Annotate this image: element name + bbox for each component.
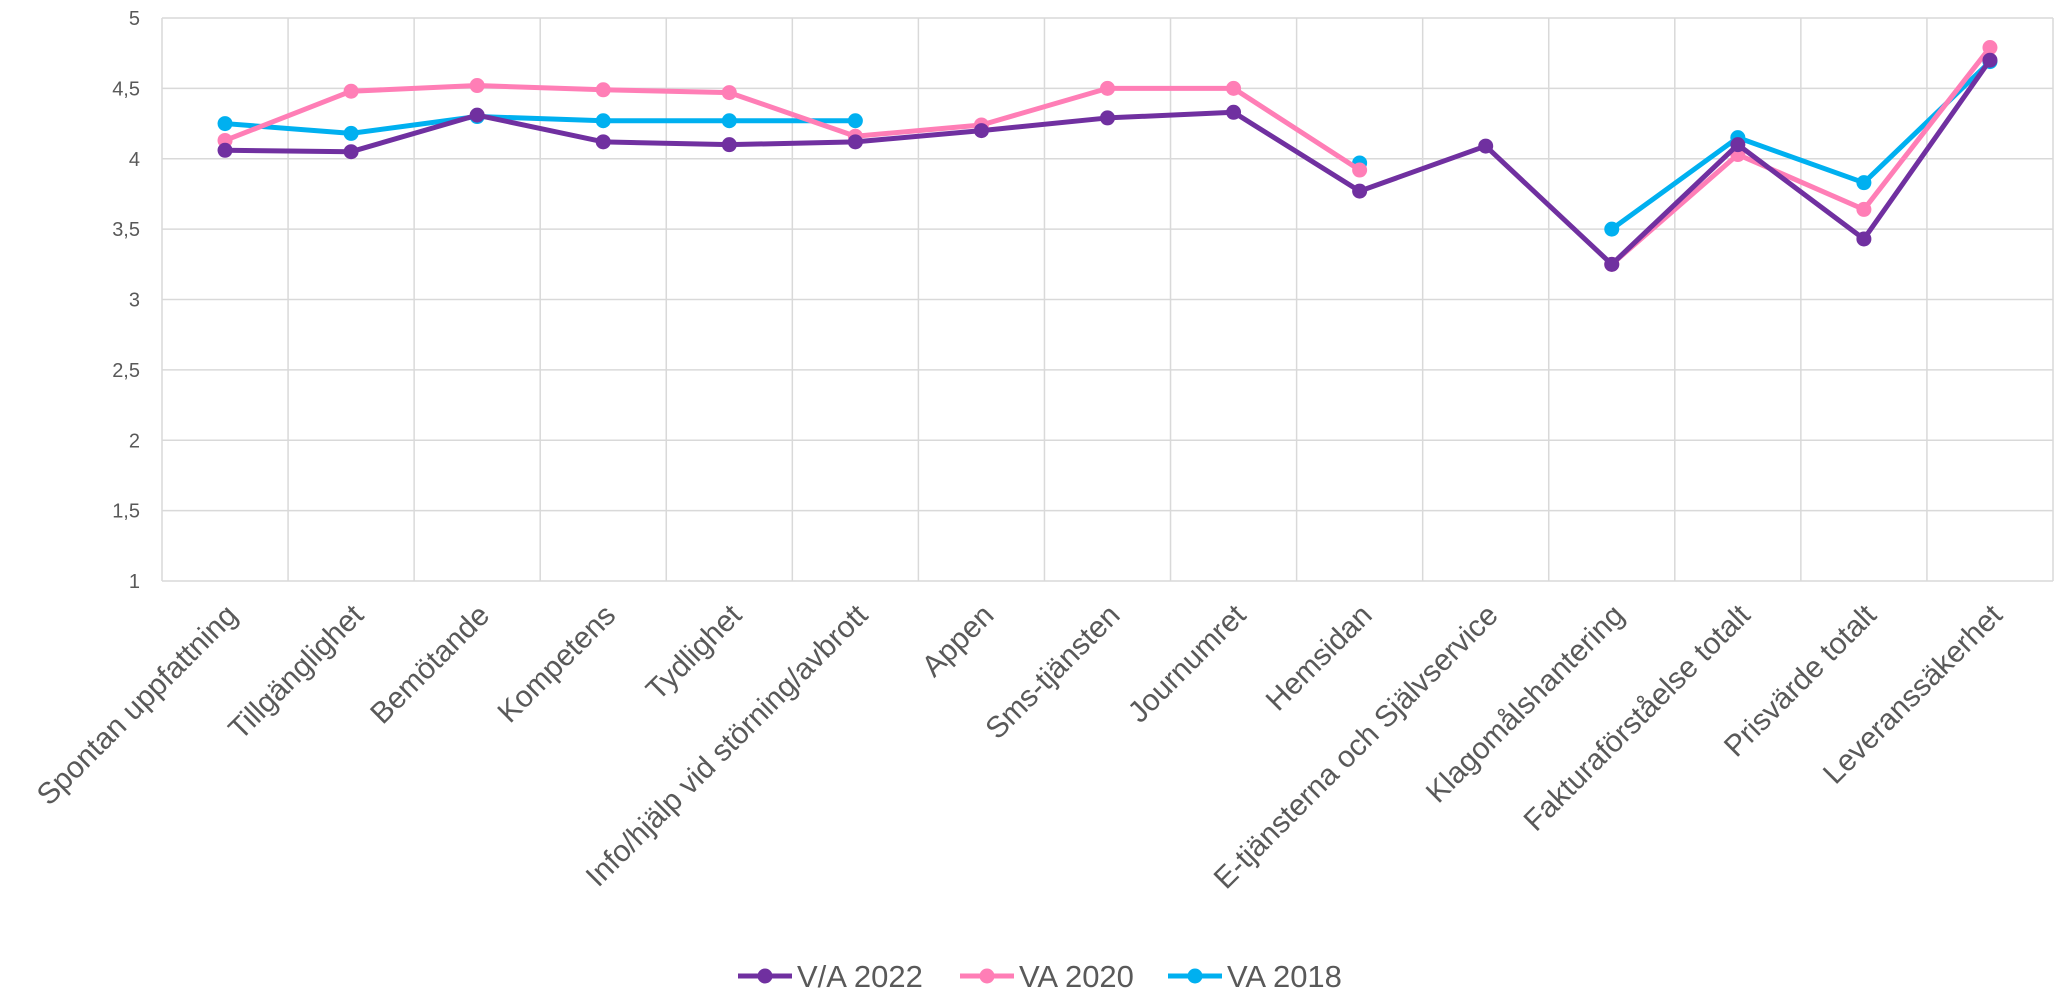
data-point <box>343 125 359 141</box>
x-tick-label: Journumret <box>1122 598 1253 729</box>
y-tick-label: 4,5 <box>112 78 140 100</box>
y-tick-label: 5 <box>129 8 140 30</box>
x-tick-label: Fakturaförståelse totalt <box>1518 598 1758 838</box>
x-tick-label: Tillgänglighet <box>222 598 370 746</box>
data-point <box>1478 138 1494 154</box>
grid <box>161 17 2054 582</box>
data-point <box>721 137 737 153</box>
data-point <box>1604 221 1620 237</box>
data-point <box>1982 52 1998 68</box>
x-axis: Spontan uppfattningTillgänglighetBemötan… <box>31 598 2010 895</box>
y-tick-label: 1,5 <box>112 501 140 523</box>
data-point <box>1604 256 1620 272</box>
y-tick-label: 3,5 <box>112 219 140 241</box>
y-tick-label: 4 <box>129 149 140 171</box>
data-point <box>1730 137 1746 153</box>
data-point <box>1856 201 1872 217</box>
y-tick-label: 2 <box>129 430 140 452</box>
data-point <box>595 134 611 150</box>
data-point <box>595 82 611 98</box>
y-tick-label: 2,5 <box>112 360 140 382</box>
data-point <box>217 142 233 158</box>
data-point <box>721 85 737 101</box>
x-tick-label: Bemötande <box>364 599 496 731</box>
y-tick-label: 3 <box>129 290 140 312</box>
series-line <box>1609 45 1993 267</box>
legend: V/A 2022 VA 2020 VA 2018 <box>738 959 1342 994</box>
data-point <box>847 134 863 150</box>
data-point <box>1982 40 1998 56</box>
data-point <box>1226 104 1242 120</box>
data-point <box>469 107 485 123</box>
data-point <box>595 113 611 129</box>
x-tick-label: Spontan uppfattning <box>31 599 244 812</box>
legend-label: VA 2020 <box>1019 959 1134 994</box>
data-point <box>721 113 737 129</box>
data-point <box>343 144 359 160</box>
series-1 <box>217 40 1998 272</box>
series-line <box>1609 59 1993 232</box>
x-tick-label: Tydlighet <box>640 598 749 707</box>
data-point <box>469 78 485 94</box>
data-point <box>343 83 359 99</box>
legend-swatch-marker <box>1187 968 1203 984</box>
y-axis: 1 1,5 2 2,5 3 3,5 4 4,5 5 <box>112 8 140 593</box>
legend-item: VA 2018 <box>1168 959 1342 994</box>
x-tick-label: Hemsidan <box>1260 599 1379 718</box>
x-tick-label: Appen <box>916 599 1001 684</box>
data-point <box>1100 80 1115 96</box>
series-line <box>222 83 1363 173</box>
series-lines <box>217 40 1998 272</box>
series-0 <box>217 52 1998 272</box>
data-point <box>973 123 989 139</box>
data-point <box>217 116 233 132</box>
legend-swatch-marker <box>979 968 995 984</box>
data-point <box>1856 231 1872 247</box>
data-point <box>847 113 863 129</box>
data-point <box>1352 162 1368 178</box>
series-line <box>222 114 858 136</box>
x-tick-label: Kompetens <box>492 599 623 730</box>
data-point <box>1100 110 1115 126</box>
legend-swatch-marker <box>757 968 773 984</box>
y-tick-label: 1 <box>129 571 140 593</box>
legend-label: V/A 2022 <box>797 959 923 994</box>
x-tick-label: Sms-tjänsten <box>979 599 1126 746</box>
data-point <box>1352 183 1368 199</box>
data-point <box>1226 80 1242 96</box>
legend-label: VA 2018 <box>1227 959 1342 994</box>
legend-item: V/A 2022 <box>738 959 923 994</box>
legend-item: VA 2020 <box>960 959 1134 994</box>
data-point <box>1856 175 1872 191</box>
